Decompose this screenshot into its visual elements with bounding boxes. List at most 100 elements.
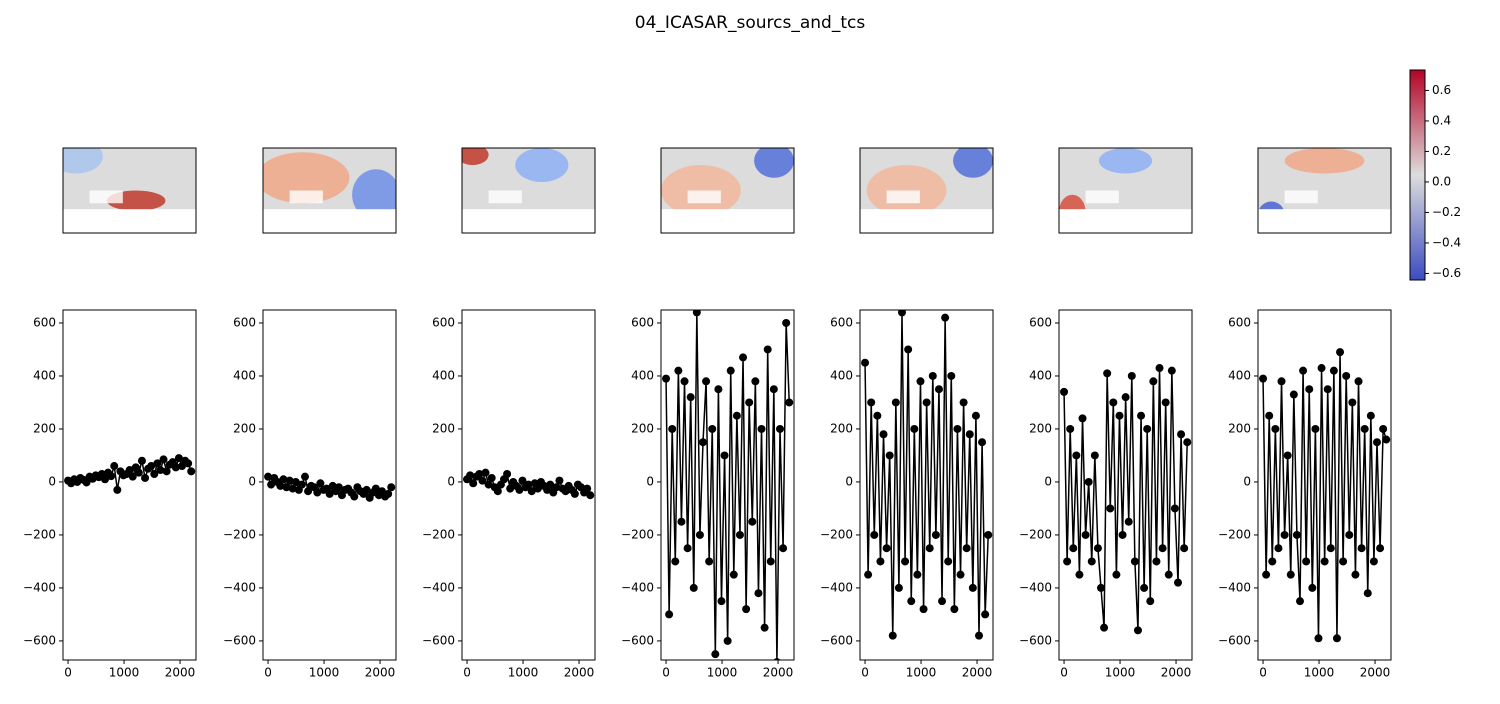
- colorbar-tick-label: −0.4: [1432, 235, 1461, 249]
- map-nodata: [289, 190, 323, 204]
- y-tick-label: −400: [820, 580, 853, 594]
- map-frame: [1257, 147, 1392, 234]
- x-tick-label: 2000: [962, 666, 993, 680]
- y-tick-label: −400: [23, 580, 56, 594]
- x-tick-label: 2000: [564, 666, 595, 680]
- marker: [1161, 398, 1170, 407]
- y-tick-label: −200: [1019, 527, 1052, 541]
- marker: [662, 374, 671, 383]
- marker: [898, 310, 906, 317]
- x-tick-label: 1000: [1304, 666, 1335, 680]
- marker: [1302, 557, 1311, 566]
- marker: [1259, 374, 1268, 383]
- map-frame: [1058, 147, 1193, 234]
- y-tick-label: 600: [1029, 315, 1052, 329]
- y-tick-label: 600: [631, 315, 654, 329]
- marker: [1081, 530, 1090, 539]
- x-tick-label: 0: [861, 666, 869, 680]
- marker: [766, 557, 775, 566]
- marker: [689, 583, 698, 592]
- map-nodata: [1284, 190, 1318, 204]
- map-blob: [754, 148, 794, 178]
- marker: [1332, 634, 1341, 643]
- marker: [742, 605, 751, 614]
- marker: [1326, 544, 1335, 553]
- marker: [1180, 544, 1189, 553]
- marker: [1155, 364, 1164, 373]
- marker: [350, 492, 359, 501]
- marker: [552, 483, 561, 492]
- marker: [1084, 477, 1093, 486]
- marker: [934, 385, 943, 394]
- marker: [745, 398, 754, 407]
- x-tick-label: 2000: [365, 666, 396, 680]
- marker: [1271, 424, 1280, 433]
- marker: [113, 485, 122, 494]
- axes-frame: [461, 309, 596, 661]
- y-tick-label: −600: [422, 633, 455, 647]
- marker: [861, 358, 870, 367]
- marker: [1342, 371, 1351, 380]
- y-tick-label: 600: [233, 315, 256, 329]
- marker: [1317, 364, 1326, 373]
- marker: [1363, 589, 1372, 598]
- marker: [1323, 385, 1332, 394]
- marker: [313, 488, 322, 497]
- colorbar-tick-label: 0.0: [1432, 174, 1451, 188]
- map-nodata: [1258, 209, 1391, 233]
- marker: [288, 484, 297, 493]
- marker: [279, 475, 288, 484]
- map: [1059, 148, 1192, 233]
- marker: [1143, 424, 1152, 433]
- marker: [1167, 366, 1176, 375]
- marker: [677, 517, 686, 526]
- marker: [493, 487, 502, 496]
- marker: [867, 398, 876, 407]
- x-tick-label: 2000: [165, 666, 196, 680]
- y-tick-label: 400: [1029, 368, 1052, 382]
- marker: [705, 557, 714, 566]
- marker: [751, 377, 760, 386]
- marker: [1140, 583, 1149, 592]
- y-tick-label: 400: [830, 368, 853, 382]
- y-tick-label: −600: [223, 633, 256, 647]
- marker: [1130, 557, 1139, 566]
- y-tick-label: −600: [621, 633, 654, 647]
- marker: [184, 459, 193, 468]
- marker: [1069, 544, 1078, 553]
- marker: [1100, 623, 1109, 632]
- marker: [726, 366, 735, 375]
- y-tick-label: 600: [33, 315, 56, 329]
- marker: [910, 424, 919, 433]
- marker: [481, 468, 490, 477]
- y-tick-label: 0: [646, 474, 654, 488]
- map-frame: [62, 147, 197, 234]
- marker: [882, 544, 891, 553]
- y-tick-label: −200: [621, 527, 654, 541]
- marker: [503, 470, 512, 479]
- marker: [125, 466, 134, 475]
- marker: [1339, 557, 1348, 566]
- map-nodata: [462, 209, 595, 233]
- marker: [1121, 393, 1130, 402]
- marker: [1369, 557, 1378, 566]
- marker: [1093, 544, 1102, 553]
- marker: [171, 463, 180, 472]
- x-tick-label: 0: [1259, 666, 1267, 680]
- marker: [1137, 411, 1146, 420]
- y-tick-label: −600: [820, 633, 853, 647]
- marker: [1170, 504, 1179, 513]
- map: [1258, 148, 1391, 233]
- marker: [763, 345, 772, 354]
- plot-area: [64, 454, 196, 494]
- y-tick-label: 400: [1228, 368, 1251, 382]
- y-tick-label: −600: [1019, 633, 1052, 647]
- marker: [879, 430, 888, 439]
- marker: [1177, 430, 1186, 439]
- y-tick-label: −200: [422, 527, 455, 541]
- y-tick-label: −400: [223, 580, 256, 594]
- plot-area: [264, 472, 396, 502]
- x-tick-label: 1000: [707, 666, 738, 680]
- marker: [1127, 371, 1136, 380]
- marker: [922, 398, 931, 407]
